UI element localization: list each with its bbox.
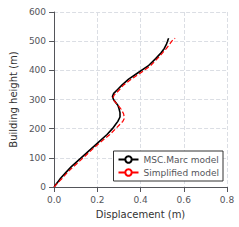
svg-text:600: 600: [29, 7, 46, 17]
svg-text:300: 300: [29, 95, 46, 105]
svg-text:0.0: 0.0: [47, 195, 62, 205]
svg-text:0.2: 0.2: [90, 195, 104, 205]
svg-text:0.6: 0.6: [177, 195, 192, 205]
svg-text:100: 100: [29, 153, 46, 163]
svg-text:0.4: 0.4: [133, 195, 148, 205]
svg-text:400: 400: [29, 65, 46, 75]
svg-text:MSC.Marc model: MSC.Marc model: [144, 155, 219, 165]
svg-text:Building height (m): Building height (m): [8, 51, 19, 147]
svg-text:0: 0: [40, 182, 46, 192]
svg-text:500: 500: [29, 36, 46, 46]
svg-text:200: 200: [29, 124, 46, 134]
svg-text:Simplified model: Simplified model: [144, 168, 220, 178]
svg-text:0.8: 0.8: [220, 195, 235, 205]
svg-text:Displacement (m): Displacement (m): [96, 209, 186, 220]
